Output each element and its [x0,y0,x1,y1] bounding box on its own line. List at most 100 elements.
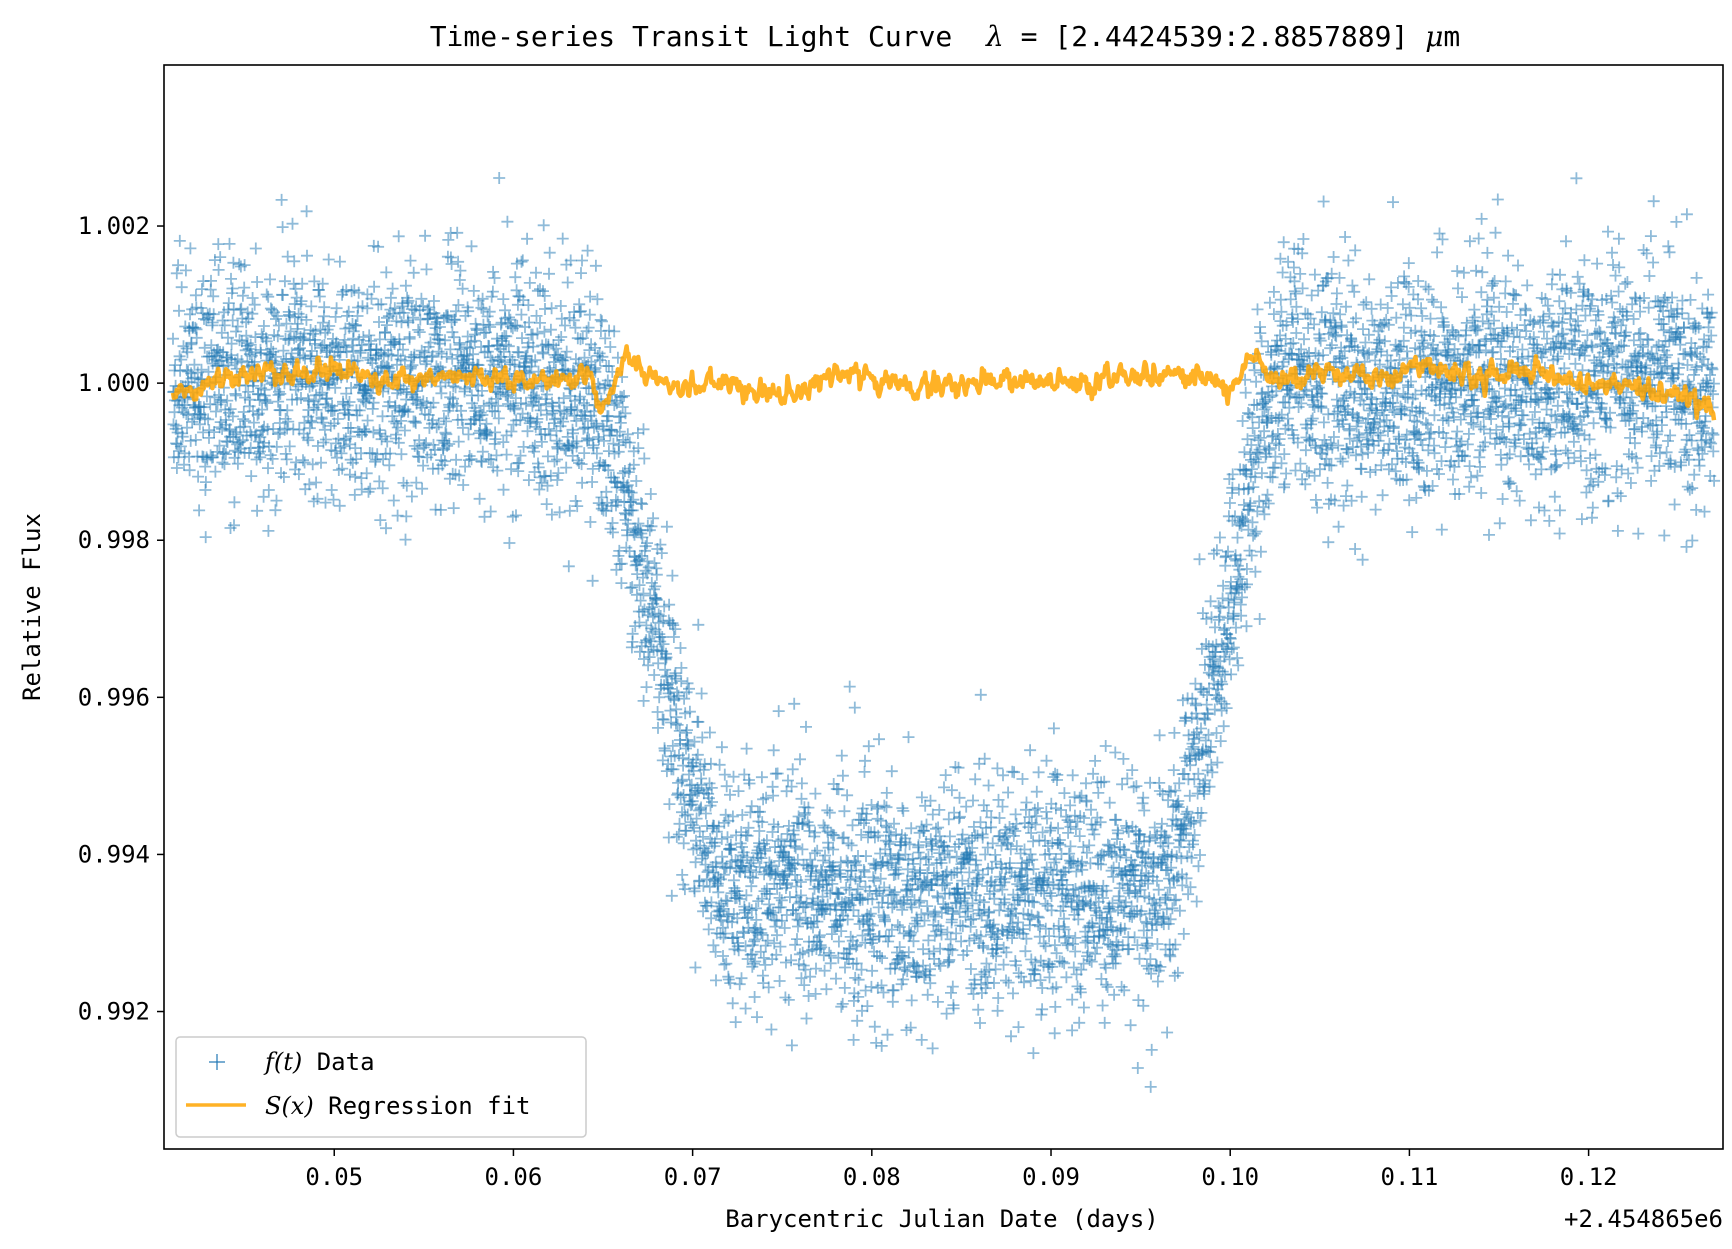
data-point [675,675,688,688]
data-point [680,824,693,837]
data-point [444,391,457,404]
data-point [297,454,309,467]
data-point [522,474,535,487]
data-point [551,453,563,466]
data-point [717,868,730,881]
data-point [726,997,739,1010]
data-point [193,504,206,517]
data-point [652,657,665,670]
data-point [660,651,673,664]
data-point [793,948,806,961]
data-point [181,346,194,359]
data-point [897,973,910,986]
data-point [690,812,703,825]
data-point [274,387,287,400]
data-point [892,867,905,880]
data-point [741,829,754,842]
data-point [646,625,659,638]
data-point [756,816,769,829]
data-point [483,305,496,318]
data-point [720,780,733,793]
data-point [860,807,873,820]
data-point [638,452,651,465]
data-point [753,805,766,818]
data-point [760,834,773,847]
data-point [462,428,475,441]
data-point [533,483,546,496]
data-point [540,498,553,511]
data-point [702,846,715,859]
data-point [275,193,288,206]
data-point [317,436,330,449]
data-point [637,694,650,707]
data-point [329,381,342,394]
data-point [544,469,557,482]
data-point [323,320,336,332]
data-point [717,950,729,962]
data-point [705,896,718,909]
data-point [189,321,202,334]
data-point [249,242,262,255]
data-point [740,889,753,902]
data-point [877,889,890,902]
data-point [718,958,731,971]
data-point [861,1000,874,1013]
data-point [538,289,551,302]
data-point [277,471,290,483]
data-point [514,449,527,462]
data-point [827,843,840,856]
data-point [633,616,646,629]
data-point [529,354,542,367]
data-point [656,631,669,643]
data-point [893,921,906,933]
data-point [789,868,802,881]
data-point [503,311,515,324]
data-point [375,298,388,311]
data-point [757,951,770,964]
data-point [182,365,195,378]
data-point [381,435,394,448]
data-point [841,913,854,926]
data-point [890,861,903,874]
data-point [681,808,694,821]
data-point [298,456,311,469]
data-point [875,1039,888,1052]
data-point [912,846,925,859]
data-point [835,749,848,762]
data-point [278,275,291,288]
data-point [530,391,543,404]
data-point [682,739,695,752]
data-point [476,409,489,421]
data-point [782,774,794,787]
data-point [780,956,792,969]
data-point [435,387,448,400]
data-point [514,397,527,410]
data-point [276,289,289,301]
data-point [761,934,774,947]
data-point [408,348,421,361]
data-point [673,817,686,830]
data-point [862,740,875,753]
data-point [316,316,329,329]
data-point [924,963,936,976]
data-point [448,314,461,326]
data-point [384,447,397,460]
data-point [451,226,464,239]
data-point [607,437,620,450]
data-point [227,431,240,444]
data-point [361,414,374,427]
data-point [915,791,928,804]
data-point [553,506,566,519]
data-point [544,323,557,336]
data-point [245,470,258,483]
data-point [397,306,410,319]
data-point [313,290,326,303]
data-point [235,302,248,315]
chart-title-mu: μ [1425,20,1443,53]
data-point [632,442,645,455]
data-point [447,331,460,344]
data-point [249,429,262,442]
data-point [855,963,868,976]
data-point [175,353,188,366]
data-point [720,957,733,970]
